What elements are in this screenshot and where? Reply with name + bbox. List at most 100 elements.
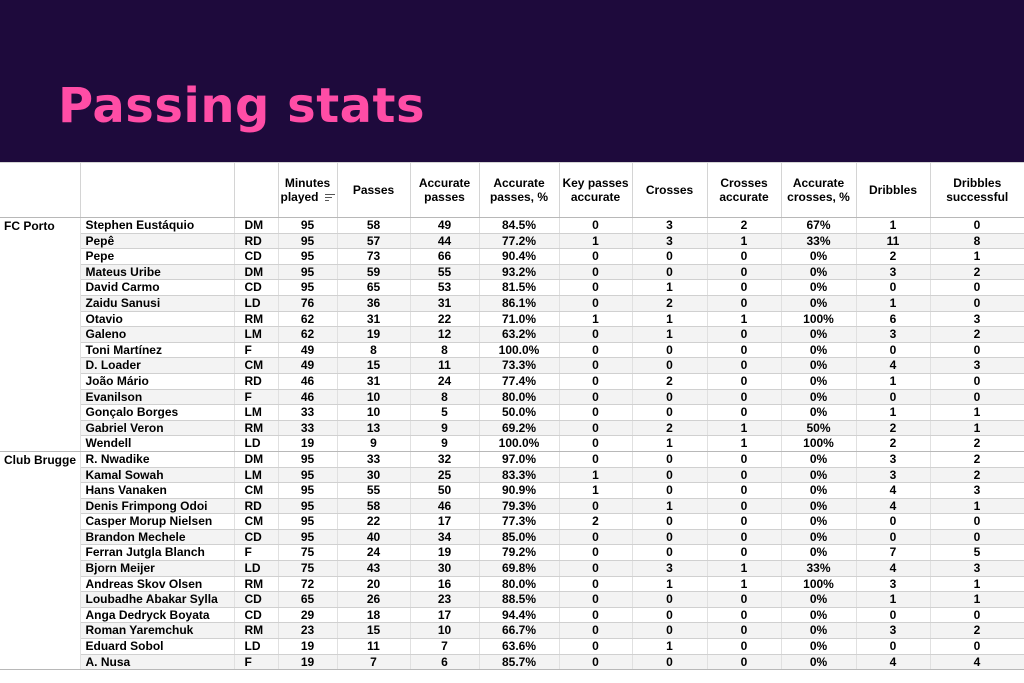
accurate-passes: 34 [410,529,480,546]
col-header-key-passes[interactable]: Key passes accurate [558,162,633,218]
crosses-accurate: 0 [707,638,782,655]
dribbles-successful: 5 [930,544,1024,562]
passes: 36 [337,295,411,312]
key-passes: 0 [559,279,633,296]
key-passes: 0 [559,498,633,515]
col-header-dribbles[interactable]: Dribbles [855,162,931,218]
sort-icon[interactable] [324,193,335,202]
table-row: Toni Martínez F 49 8 8 100.0% 0 0 0 0% 0 0 [0,342,1024,359]
key-passes: 0 [559,217,633,234]
passing-stats-table: Minutes played Passes Accurate passes Ac… [0,162,1024,671]
dribbles: 1 [856,404,931,421]
col-header-minutes[interactable]: Minutes played [277,162,338,218]
key-passes: 0 [559,591,633,608]
accurate-passes-pct: 77.2% [479,233,560,250]
dribbles-successful: 2 [930,622,1024,640]
player-name: Gonçalo Borges [80,404,235,421]
crosses-accurate: 1 [707,233,782,250]
dribbles: 3 [856,467,931,484]
crosses: 0 [632,482,708,499]
col-header-accurate-passes-pct[interactable]: Accurate passes, % [478,162,560,218]
crosses-accurate: 0 [707,622,782,640]
player-name: Hans Vanaken [80,482,235,499]
crosses: 1 [632,326,708,343]
passes: 55 [337,482,411,499]
player-name: D. Loader [80,357,235,374]
table-row: Zaidu Sanusi LD 76 36 31 86.1% 0 2 0 0% 1 0 [0,295,1024,312]
player-name: Pepe [80,248,235,265]
key-passes: 0 [559,248,633,265]
table-row: D. Loader CM 49 15 11 73.3% 0 0 0 0% 4 3 [0,357,1024,374]
dribbles-successful: 1 [930,576,1024,593]
minutes: 95 [278,217,338,234]
accurate-crosses-pct: 0% [781,591,857,608]
accurate-passes-pct: 80.0% [479,576,560,593]
accurate-passes-pct: 77.3% [479,513,560,530]
accurate-passes: 24 [410,373,480,390]
key-passes: 1 [559,482,633,499]
crosses-accurate: 0 [707,529,782,546]
crosses: 2 [632,373,708,390]
crosses: 1 [632,435,708,452]
stats-table-container: Minutes played Passes Accurate passes Ac… [0,162,1024,683]
table-row: Otavio RM 62 31 22 71.0% 1 1 1 100% 6 3 [0,311,1024,328]
dribbles-successful: 0 [930,607,1024,624]
key-passes: 0 [559,576,633,593]
table-row: Eduard Sobol LD 19 11 7 63.6% 0 1 0 0% 0 0 [0,638,1024,655]
key-passes: 1 [559,467,633,484]
crosses-accurate: 1 [707,435,782,452]
player-name: Anga Dedryck Boyata [80,607,235,624]
col-header-crosses-accurate[interactable]: Crosses accurate [706,162,782,218]
accurate-crosses-pct: 33% [781,560,857,577]
accurate-passes-pct: 66.7% [479,622,560,640]
dribbles: 2 [856,435,931,452]
col-header-crosses[interactable]: Crosses [631,162,708,218]
position: CD [234,607,279,624]
minutes: 75 [278,544,338,562]
accurate-passes-pct: 100.0% [479,342,560,359]
crosses-accurate: 0 [707,295,782,312]
team-name: FC Porto [0,217,81,452]
table-row: Brandon Mechele CD 95 40 34 85.0% 0 0 0 0% 0 0 [0,529,1024,546]
passes: 30 [337,467,411,484]
player-name: Casper Morup Nielsen [80,513,235,530]
accurate-crosses-pct: 100% [781,435,857,452]
passes: 58 [337,498,411,515]
table-row: David Carmo CD 95 65 53 81.5% 0 1 0 0% 0 0 [0,279,1024,296]
minutes: 95 [278,233,338,250]
dribbles: 4 [856,654,931,671]
key-passes: 0 [559,342,633,359]
minutes: 72 [278,576,338,593]
accurate-passes-pct: 63.2% [479,326,560,343]
accurate-crosses-pct: 0% [781,373,857,390]
accurate-passes: 17 [410,607,480,624]
col-header-player [79,162,235,218]
col-header-dribbles-successful[interactable]: Dribbles successful [929,162,1024,218]
player-name: David Carmo [80,279,235,296]
table-row: Gabriel Veron RM 33 13 9 69.2% 0 2 1 50% 2 1 [0,420,1024,437]
player-name: R. Nwadike [80,451,235,468]
accurate-passes-pct: 83.3% [479,467,560,484]
accurate-passes: 23 [410,591,480,608]
accurate-passes: 8 [410,342,480,359]
position: F [234,342,279,359]
position: F [234,544,279,562]
crosses: 0 [632,607,708,624]
table-row: Mateus Uribe DM 95 59 55 93.2% 0 0 0 0% 3 2 [0,264,1024,281]
passes: 59 [337,264,411,281]
accurate-passes: 12 [410,326,480,343]
position: LM [234,467,279,484]
passes: 15 [337,622,411,640]
crosses: 2 [632,420,708,437]
col-header-accurate-passes[interactable]: Accurate passes [409,162,480,218]
col-header-accurate-crosses-pct[interactable]: Accurate crosses, % [780,162,857,218]
col-header-passes[interactable]: Passes [336,162,411,218]
accurate-passes: 44 [410,233,480,250]
crosses: 1 [632,279,708,296]
crosses-accurate: 0 [707,498,782,515]
dribbles-successful: 0 [930,513,1024,530]
table-row: Hans Vanaken CM 95 55 50 90.9% 1 0 0 0% 4 3 [0,482,1024,499]
accurate-passes: 9 [410,420,480,437]
player-name: Pepê [80,233,235,250]
passes: 65 [337,279,411,296]
